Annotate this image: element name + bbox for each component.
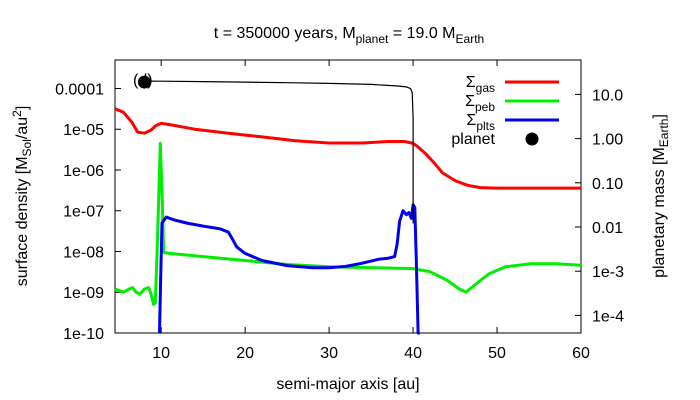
plot-frame (114, 59, 582, 334)
x-tick-label: 30 (320, 345, 338, 362)
x-tick-label: 10 (152, 345, 170, 362)
series-line-peb (114, 141, 582, 306)
y2-tick-label: 1e-3 (592, 264, 624, 281)
legend-marker-planet (525, 132, 539, 146)
x-axis: 10 20 30 40 50 60 (152, 60, 590, 362)
y-tick-label: 1e-10 (63, 326, 104, 343)
y2-tick-label: 0.10 (592, 176, 623, 193)
y-axis-left-label: surface density [MSol/au2] (10, 106, 34, 287)
y-tick-label: 1e-06 (63, 163, 104, 180)
y2-tick-label: 1.00 (592, 132, 623, 149)
x-axis-label: semi-major axis [au] (276, 376, 419, 393)
legend-label: Σpeb (465, 93, 495, 114)
series-line-plts (158, 203, 420, 335)
y2-tick-label: 10.0 (592, 87, 623, 104)
series-line-planet-track (144, 80, 414, 224)
y-tick-label: 1e-08 (63, 244, 104, 261)
chart-title: t = 350000 years, Mplanet = 19.0 MEarth (214, 25, 484, 46)
legend-label: planet (451, 131, 495, 148)
y-tick-label: 1e-09 (63, 285, 104, 302)
legend-label: Σplts (466, 112, 495, 133)
y2-tick-label: 1e-4 (592, 308, 624, 325)
x-tick-label: 20 (236, 345, 254, 362)
y2-tick-label: 0.01 (592, 220, 623, 237)
series-line-gas (114, 107, 581, 190)
x-tick-label: 40 (404, 345, 422, 362)
x-tick-label: 50 (488, 345, 506, 362)
y-axis-right-label: planetary mass [MEarth] (651, 114, 671, 278)
y-tick-label: 1e-05 (63, 122, 104, 139)
y-tick-label: 0.0001 (55, 81, 104, 98)
x-tick-label: 60 (572, 345, 590, 362)
y-axis-left: 1e-10 1e-09 1e-08 1e-07 1e-06 1e-05 0.0001 (55, 81, 121, 343)
y-tick-label: 1e-07 (63, 204, 104, 221)
planet-marker (137, 75, 151, 89)
legend-label: Σgas (466, 74, 495, 95)
y-axis-right: 1e-4 1e-3 0.01 0.10 1.00 10.0 (575, 87, 624, 325)
series-layer (114, 75, 582, 335)
